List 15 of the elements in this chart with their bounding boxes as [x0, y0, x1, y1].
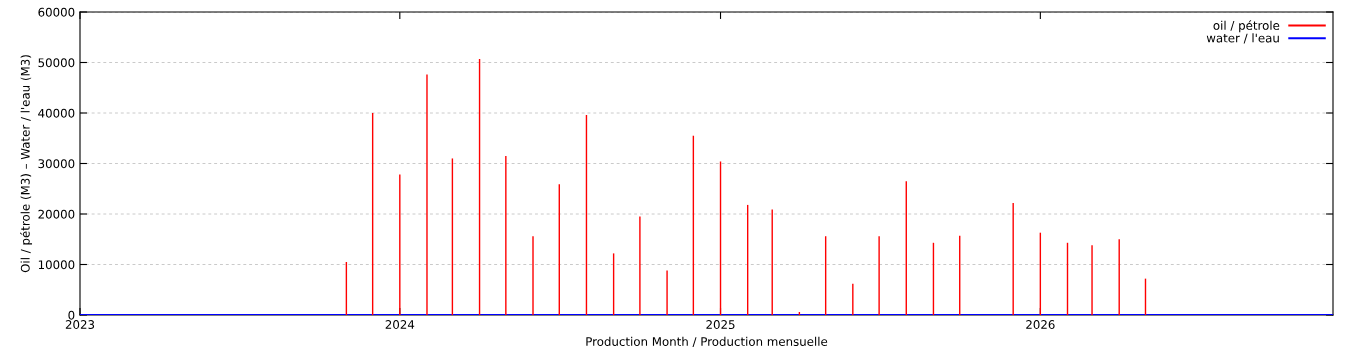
y-tick-label: 10000: [38, 260, 75, 270]
x-axis-title: Production Month / Production mensuelle: [586, 336, 828, 347]
y-axis-title: Oil / pétrole (M3) – Water / l'eau (M3): [20, 55, 33, 273]
y-tick-label: 40000: [38, 108, 75, 118]
legend-label: water / l'eau: [1206, 33, 1279, 44]
x-tick-label: 2025: [706, 320, 735, 329]
x-tick-label: 2026: [1026, 320, 1055, 329]
y-tick-label: 50000: [38, 58, 75, 68]
y-tick-label: 0: [68, 310, 75, 320]
x-tick-label: 2023: [65, 320, 95, 329]
y-tick-label: 20000: [38, 209, 75, 219]
x-tick-label: 2024: [385, 320, 415, 329]
y-tick-label: 30000: [38, 159, 75, 169]
y-tick-label: 60000: [38, 7, 75, 17]
legend-label: oil / pétrole: [1213, 20, 1280, 33]
